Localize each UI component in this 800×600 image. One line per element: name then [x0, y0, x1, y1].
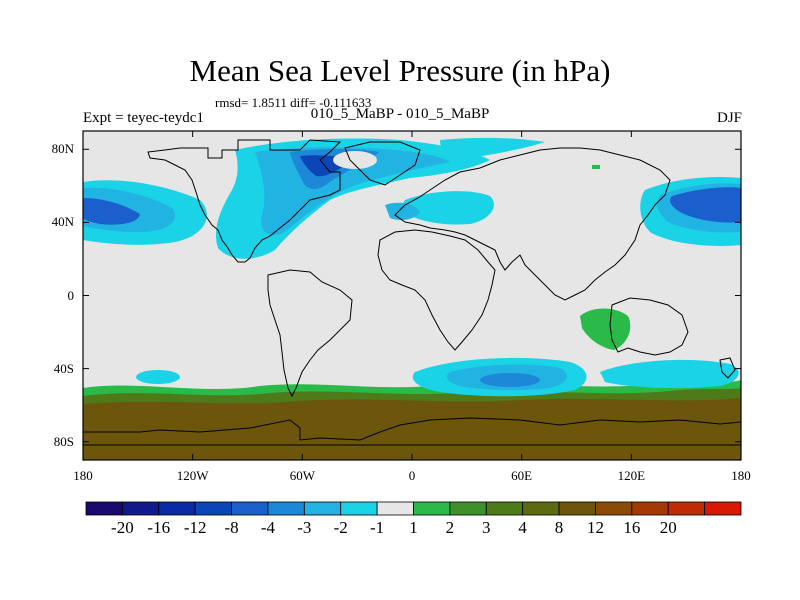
lon-tick-label: 120W: [176, 468, 209, 483]
europe-low: [403, 191, 494, 225]
colorbar-swatch: [485, 501, 524, 516]
colorbar-label: -16: [147, 518, 171, 537]
colorbar-swatch: [85, 501, 123, 516]
colorbar-swatch: [267, 501, 305, 516]
rmsd-diff-stats: rmsd= 1.8511 diff= -0.111633: [215, 95, 372, 110]
southern-indian-low-core: [480, 373, 540, 387]
lon-tick-label: 120E: [617, 468, 646, 483]
chart-title: Mean Sea Level Pressure (in hPa): [189, 53, 611, 88]
colorbar-label: 1: [409, 518, 418, 537]
colorbar-label: -20: [111, 518, 134, 537]
colorbar-label: -12: [183, 518, 207, 537]
colorbar-swatch: [522, 501, 560, 516]
north-africa-low: [385, 202, 420, 220]
colorbar-label: 8: [554, 518, 564, 537]
coast-australia: [609, 297, 689, 356]
lon-tick-label: 60E: [511, 468, 533, 483]
lon-tick-label: 180: [73, 468, 93, 483]
colorbar-swatch: [704, 501, 742, 516]
coast-eurasia: [394, 147, 671, 301]
colorbar-swatch: [595, 501, 633, 516]
colorbar-swatch: [558, 501, 596, 516]
colorbar-label: 3: [482, 518, 491, 537]
colorbar-swatch: [158, 501, 196, 516]
colorbar-label: -2: [333, 518, 348, 537]
colorbar-label: -4: [260, 518, 276, 537]
south-pacific-low: [600, 359, 739, 389]
colorbar-label: -3: [297, 518, 312, 537]
lat-tick-label: 0: [67, 287, 75, 303]
australia-positive: [580, 308, 631, 350]
lon-tick-label: 180: [731, 468, 751, 483]
colorbar-label: 16: [623, 518, 641, 537]
colorbar-label: -8: [224, 518, 239, 537]
greenland-high-spot: [333, 151, 377, 169]
lat-tick-label: 40S: [53, 360, 74, 376]
north-pacific-low-west-core: [83, 198, 140, 225]
colorbar-swatch: [340, 501, 378, 516]
colorbar-swatch: [413, 501, 451, 516]
coast-new-zealand: [719, 357, 736, 379]
colorbar-swatch: [631, 501, 669, 516]
colorbar-swatch: [667, 501, 706, 516]
coast-south-america: [267, 269, 353, 398]
arctic-low-band: [440, 137, 545, 160]
lat-tick-label: 80N: [51, 141, 74, 157]
colorbar-label: -1: [370, 518, 385, 537]
south-atlantic-low: [136, 370, 180, 384]
lon-tick-label: 0: [408, 468, 416, 483]
north-pacific-low-east-core: [670, 187, 741, 223]
coast-antarctica: [83, 417, 741, 446]
lon-tick-label: 60W: [289, 468, 315, 483]
siberia-positive-spot: [592, 165, 600, 169]
colorbar-swatch: [121, 501, 160, 516]
coast-greenland: [344, 141, 421, 186]
colorbar-label: 4: [518, 518, 527, 537]
lat-tick-label: 40N: [51, 214, 74, 230]
experiment-label: Expt = teyec-teydc1: [83, 110, 204, 126]
colorbar-swatch: [231, 501, 269, 516]
coastlines: [83, 139, 741, 446]
colorbar-label: 12: [586, 518, 604, 537]
coast-north-america: [147, 139, 342, 263]
period-label: 010_5_MaBP - 010_5_MaBP: [310, 106, 490, 122]
lat-tick-label: 80S: [53, 433, 74, 449]
colorbar-label: 20: [659, 518, 677, 537]
colorbar-swatch: [376, 501, 414, 516]
colorbar-swatch: [303, 501, 342, 516]
season-label: DJF: [716, 110, 742, 126]
axis-ticks: [82, 131, 742, 460]
coast-africa: [377, 229, 496, 351]
colorbar-swatch: [449, 501, 487, 516]
colorbar-swatch: [194, 501, 232, 516]
colorbar-label: 2: [445, 518, 455, 537]
